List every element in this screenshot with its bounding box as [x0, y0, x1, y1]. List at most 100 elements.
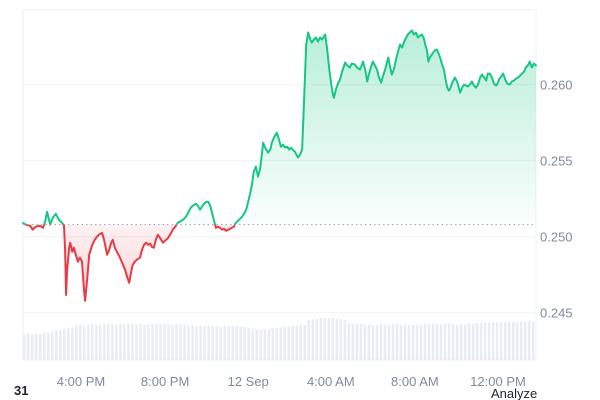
x-axis-label: 4:00 PM — [56, 374, 106, 389]
volume-bar — [175, 323, 178, 360]
volume-bar — [103, 323, 106, 360]
volume-bar — [231, 325, 234, 360]
volume-bar — [71, 327, 74, 360]
volume-bar — [23, 334, 26, 360]
analyze-button[interactable]: Analyze — [491, 386, 538, 400]
volume-bar — [335, 318, 339, 360]
volume-bar — [507, 321, 511, 360]
x-axis-label: 8:00 AM — [391, 374, 439, 389]
volume-bar — [67, 328, 70, 360]
volume-bar — [227, 326, 230, 360]
volume-bar — [343, 319, 347, 360]
volume-bar — [195, 326, 198, 360]
volume-bar — [123, 324, 126, 360]
volume-bar — [203, 326, 206, 360]
volume-bar — [359, 323, 363, 360]
volume-bar — [171, 324, 174, 360]
volume-bars — [23, 318, 535, 360]
volume-bar — [423, 323, 427, 360]
volume-bar — [207, 326, 210, 360]
volume-bar — [351, 323, 355, 360]
x-axis-label: 8:00 PM — [140, 374, 190, 389]
volume-bar — [223, 326, 226, 360]
volume-bar — [527, 320, 531, 360]
volume-bar — [531, 321, 535, 360]
volume-bar — [519, 321, 523, 360]
bottom-left-text: 31 — [14, 383, 29, 398]
y-axis-label: 0.260 — [540, 77, 573, 93]
area-fill-up — [23, 30, 536, 225]
volume-bar — [131, 323, 134, 360]
volume-bar — [339, 319, 343, 360]
volume-bar — [243, 326, 246, 360]
volume-bar — [147, 324, 150, 360]
volume-bar — [79, 324, 82, 360]
y-axis-label: 0.250 — [540, 229, 573, 245]
volume-bar — [323, 318, 327, 360]
volume-bar — [263, 328, 266, 360]
volume-bar — [299, 324, 303, 360]
volume-bar — [379, 323, 383, 360]
volume-bar — [59, 330, 62, 360]
volume-bar — [191, 325, 194, 360]
volume-bar — [39, 334, 42, 360]
volume-bar — [355, 324, 359, 360]
volume-bar — [463, 324, 467, 360]
volume-bar — [111, 324, 114, 360]
volume-bar — [295, 325, 299, 360]
volume-bar — [219, 326, 222, 360]
volume-bar — [471, 323, 475, 360]
volume-bar — [143, 324, 146, 360]
volume-bar — [199, 325, 202, 360]
volume-bar — [495, 322, 499, 360]
volume-bar — [399, 324, 403, 360]
volume-bar — [363, 324, 367, 360]
volume-bar — [419, 324, 423, 360]
volume-bar — [439, 324, 443, 360]
volume-bar — [119, 323, 122, 360]
volume-bar — [255, 329, 258, 360]
price-line-down — [23, 224, 237, 302]
volume-bar — [291, 326, 294, 360]
volume-bar — [167, 324, 170, 360]
volume-bar — [455, 324, 459, 360]
volume-bar — [447, 323, 451, 360]
volume-bar — [259, 329, 262, 360]
volume-bar — [511, 321, 515, 360]
volume-bar — [375, 324, 379, 360]
volume-bar — [239, 326, 242, 360]
volume-bar — [383, 324, 387, 360]
volume-bar — [271, 328, 274, 360]
volume-bar — [287, 326, 290, 360]
volume-bar — [63, 328, 66, 360]
volume-bar — [31, 334, 34, 360]
volume-bar — [435, 323, 439, 360]
volume-bar — [503, 322, 507, 360]
volume-bar — [475, 323, 479, 360]
volume-bar — [467, 323, 471, 360]
volume-bar — [367, 324, 371, 360]
volume-bar — [371, 325, 375, 360]
volume-bar — [107, 323, 110, 360]
volume-bar — [91, 323, 94, 360]
volume-bar — [303, 325, 307, 360]
volume-bar — [311, 319, 315, 360]
volume-bar — [27, 333, 30, 360]
x-axis-label: 12:00 PM — [470, 374, 526, 389]
volume-bar — [75, 325, 78, 360]
volume-bar — [483, 322, 487, 360]
volume-bar — [427, 324, 431, 360]
volume-bar — [431, 323, 435, 360]
volume-bar — [247, 328, 250, 360]
volume-bar — [327, 318, 331, 360]
volume-bar — [315, 318, 319, 360]
y-axis-label: 0.255 — [540, 153, 573, 169]
volume-bar — [307, 320, 311, 360]
volume-bar — [35, 333, 38, 360]
volume-bar — [139, 323, 142, 360]
volume-bar — [451, 324, 455, 360]
volume-bar — [183, 324, 186, 360]
volume-bar — [407, 325, 411, 360]
